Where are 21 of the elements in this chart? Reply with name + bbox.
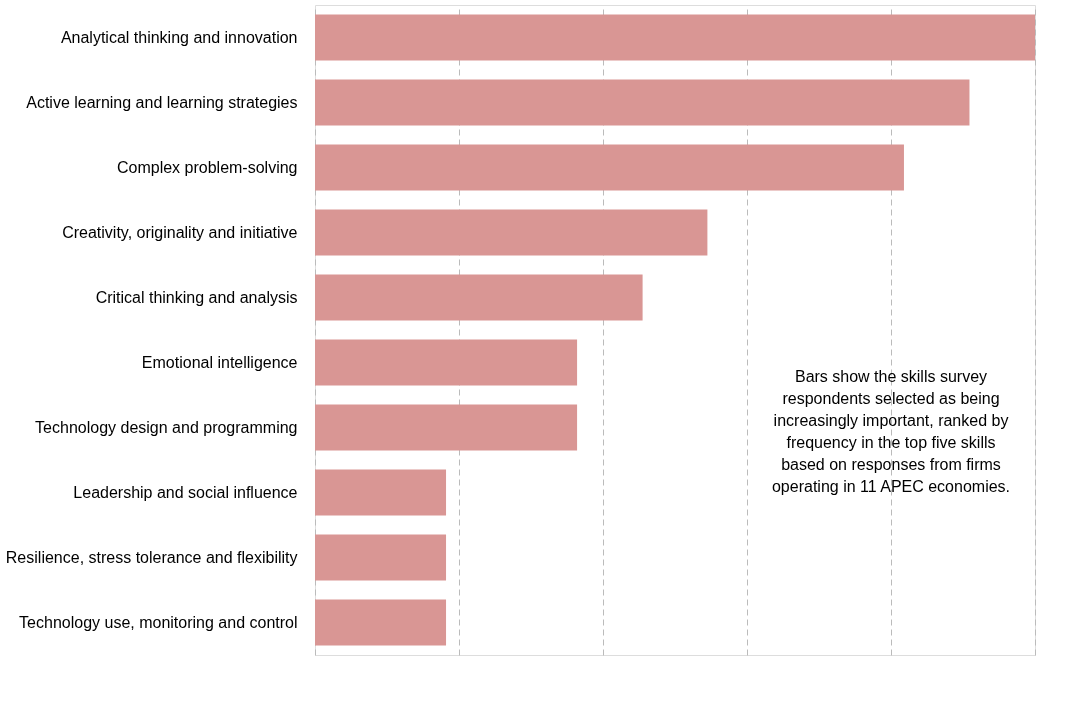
y-tick-label: Creativity, originality and initiative	[62, 223, 298, 241]
y-tick-label: Critical thinking and analysis	[95, 288, 298, 306]
bar	[315, 274, 643, 321]
y-tick-label: Active learning and learning strategies	[26, 93, 298, 111]
bar	[315, 404, 578, 451]
bar	[315, 599, 447, 646]
y-tick-label: Technology design and programming	[35, 418, 298, 436]
y-tick-label: Complex problem-solving	[116, 158, 298, 176]
y-tick-label: Emotional intelligence	[141, 353, 298, 371]
y-tick-label: Resilience, stress tolerance and flexibility	[5, 548, 298, 566]
bar	[315, 144, 904, 191]
bar	[315, 469, 447, 516]
y-tick-label: Analytical thinking and innovation	[60, 28, 298, 46]
y-tick-label: Technology use, monitoring and control	[19, 613, 298, 631]
bar	[315, 79, 970, 126]
annotation: Bars show the skills survey respondents selected as being increasingly important, ranked by frequency in the top five skills based on responses from firms operating in 11 APEC economies.	[771, 368, 1011, 495]
bar	[315, 339, 578, 386]
bar	[315, 209, 708, 256]
bar	[315, 14, 1035, 61]
bar	[315, 534, 447, 581]
y-tick-label: Leadership and social influence	[73, 483, 298, 501]
